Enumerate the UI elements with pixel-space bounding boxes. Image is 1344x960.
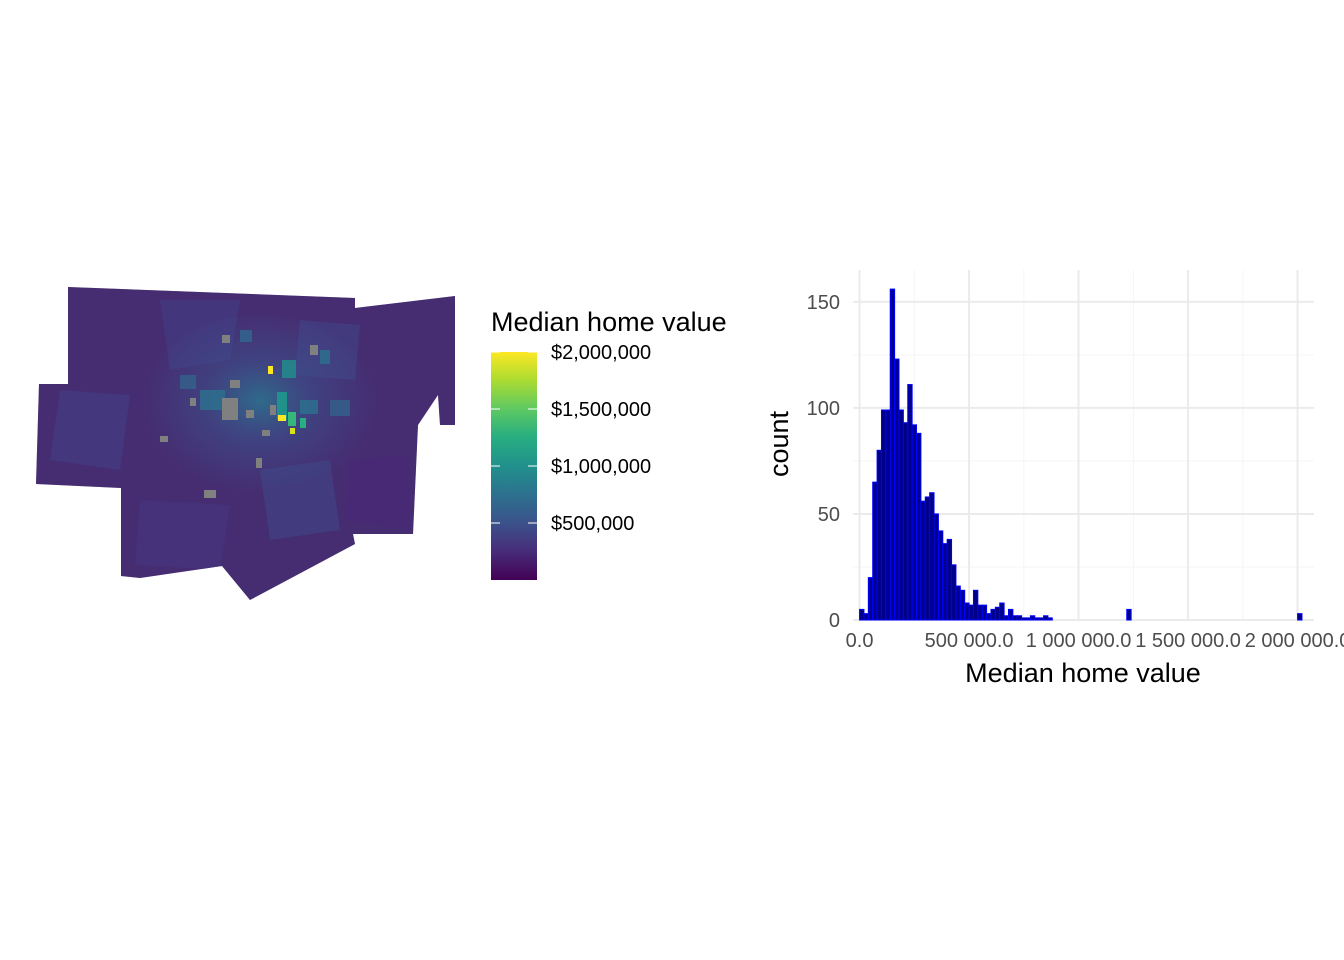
legend-title: Median home value — [491, 307, 727, 337]
histogram-bar — [916, 432, 922, 621]
histogram-bar — [1007, 608, 1014, 621]
x-tick-label: 1 500 000.0 — [1135, 630, 1241, 652]
census-tracts — [36, 287, 455, 600]
histogram-bar — [951, 564, 957, 621]
histogram-bar — [1034, 617, 1040, 621]
x-tick-label: 0.0 — [846, 630, 874, 652]
x-tick-label: 2 000 000.0 — [1245, 630, 1344, 652]
histogram-bar — [920, 500, 926, 621]
histogram-bar — [894, 358, 900, 621]
histogram-bar — [994, 606, 1001, 621]
histogram-bar — [1029, 615, 1036, 621]
histogram-bar — [924, 496, 931, 621]
legend-label: $2,000,000 — [551, 342, 651, 364]
histogram-bar — [1025, 617, 1031, 621]
histogram-bar — [929, 492, 935, 621]
histogram-bar — [1012, 615, 1018, 621]
y-axis-ticks: 0 50 100 150 — [807, 292, 840, 632]
y-tick-label: 150 — [807, 292, 840, 314]
histogram-bar — [942, 543, 948, 621]
x-tick-label: 500 000.0 — [925, 630, 1014, 652]
histogram-bar — [902, 422, 909, 621]
histogram-bar — [999, 602, 1005, 621]
histogram-bar — [972, 589, 979, 621]
histogram-bar — [990, 608, 996, 621]
histogram-bar — [933, 513, 939, 621]
histogram-bar — [964, 602, 970, 621]
y-tick-label: 50 — [818, 504, 840, 526]
histogram-bar — [968, 604, 974, 621]
histogram-bar — [859, 608, 865, 621]
histogram-bar — [872, 481, 878, 621]
legend-label: $1,000,000 — [551, 456, 651, 478]
histogram-bar — [876, 449, 882, 621]
histogram-bar — [1043, 615, 1049, 621]
histogram-bar — [981, 604, 988, 621]
histogram-bars — [859, 288, 1303, 621]
histogram-bar — [1016, 615, 1023, 621]
histogram-bar — [885, 409, 891, 621]
legend-label: $1,500,000 — [551, 399, 651, 421]
histogram-bar — [955, 585, 961, 621]
histogram-bar — [977, 604, 983, 621]
y-tick-label: 0 — [829, 610, 840, 632]
histogram-bar — [959, 589, 966, 621]
choropleth-map — [36, 287, 455, 600]
histogram-bar — [1038, 617, 1045, 621]
histogram-bar — [911, 424, 918, 621]
histogram-bar — [986, 613, 992, 621]
histogram-bar — [1021, 617, 1027, 621]
histogram-bar — [880, 409, 887, 621]
x-axis-title: Median home value — [965, 658, 1201, 688]
histogram-bar — [867, 577, 874, 621]
histogram-bar — [907, 384, 913, 621]
histogram-panel: 0 50 100 150 0.0 500 000.0 1 000 000.0 1 500 0… — [764, 270, 1344, 688]
legend-ticks: $500,000 $1,000,000 $1,500,000 $2,000,000 — [491, 342, 651, 535]
histogram-bar — [898, 409, 904, 621]
histogram-bar — [1047, 617, 1053, 621]
histogram-bar — [1126, 608, 1132, 621]
legend-label: $500,000 — [551, 513, 634, 535]
x-tick-label: 1 000 000.0 — [1026, 630, 1132, 652]
histogram-bar — [1297, 613, 1303, 621]
color-legend: Median home value $500,000 $1,000,000 $1,5… — [491, 307, 727, 580]
histogram-bar — [863, 613, 869, 621]
y-axis-title: count — [764, 410, 794, 477]
x-axis-ticks: 0.0 500 000.0 1 000 000.0 1 500 000.0 2 000 … — [846, 630, 1344, 652]
histogram-bar — [889, 288, 896, 621]
histogram-bar — [937, 530, 944, 621]
histogram-bar — [1003, 615, 1009, 621]
histogram-bar — [946, 538, 953, 621]
y-tick-label: 100 — [807, 398, 840, 420]
